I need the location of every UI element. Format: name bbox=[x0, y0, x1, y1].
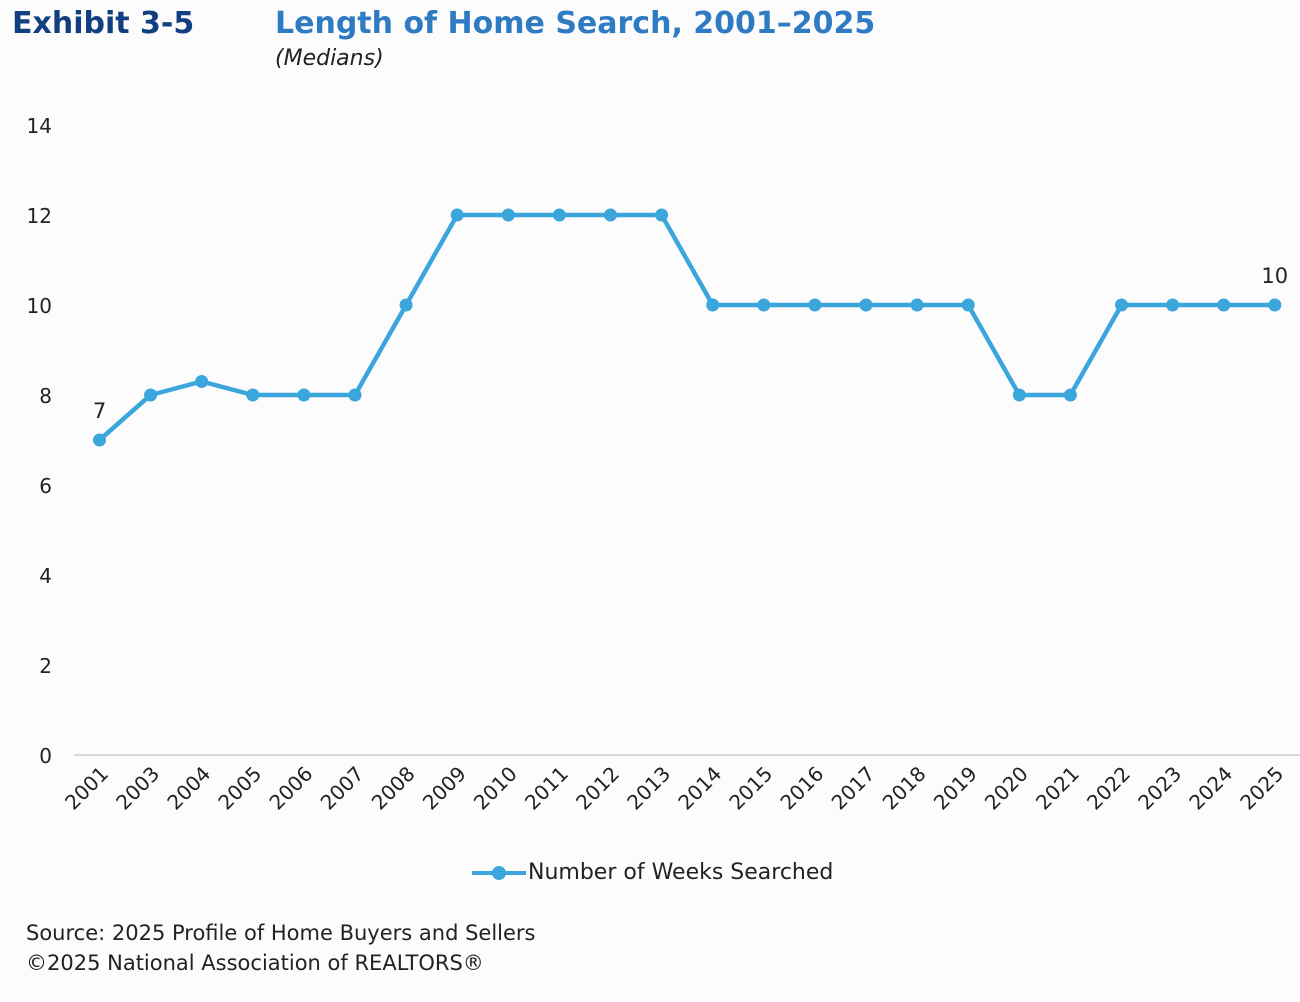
x-tick-label: 2011 bbox=[520, 762, 573, 815]
source-text: Source: 2025 Profile of Home Buyers and … bbox=[26, 921, 536, 945]
y-tick-label: 4 bbox=[39, 564, 52, 588]
data-point bbox=[859, 298, 873, 312]
data-point bbox=[195, 375, 209, 388]
data-point bbox=[246, 388, 260, 402]
x-tick-label: 2015 bbox=[724, 762, 777, 815]
data-point bbox=[450, 208, 464, 222]
data-point bbox=[1166, 298, 1180, 312]
x-tick-label: 2025 bbox=[1235, 762, 1288, 815]
data-point bbox=[93, 433, 106, 447]
x-tick-label: 2003 bbox=[111, 762, 164, 815]
data-point bbox=[1217, 298, 1231, 312]
x-tick-label: 2018 bbox=[878, 762, 931, 815]
chart-subtitle: (Medians) bbox=[275, 46, 384, 71]
x-tick-label: 2022 bbox=[1082, 762, 1135, 815]
data-point bbox=[910, 298, 924, 312]
y-tick-label: 12 bbox=[27, 204, 52, 228]
y-tick-label: 8 bbox=[39, 384, 52, 408]
x-tick-label: 2017 bbox=[827, 762, 880, 815]
x-tick-label: 2004 bbox=[162, 762, 215, 815]
y-tick-label: 10 bbox=[27, 294, 52, 318]
x-tick-label: 2019 bbox=[929, 762, 982, 815]
data-point bbox=[144, 388, 158, 402]
data-point bbox=[1012, 388, 1026, 402]
x-tick-label: 2006 bbox=[264, 762, 317, 815]
data-point bbox=[655, 208, 669, 222]
legend: Number of Weeks Searched bbox=[472, 860, 833, 885]
data-point bbox=[1115, 298, 1128, 312]
data-point bbox=[604, 208, 617, 222]
data-point bbox=[297, 388, 311, 402]
data-point bbox=[348, 388, 362, 402]
x-tick-label: 2013 bbox=[622, 762, 675, 815]
y-tick-label: 0 bbox=[39, 744, 52, 768]
x-tick-label: 2020 bbox=[980, 762, 1033, 815]
x-tick-label: 2001 bbox=[60, 762, 113, 815]
x-tick-label: 2007 bbox=[316, 762, 369, 815]
data-point bbox=[501, 208, 515, 222]
source-note: Source: 2025 Profile of Home Buyers and … bbox=[26, 918, 536, 978]
x-tick-label: 2016 bbox=[775, 762, 828, 815]
data-point bbox=[399, 298, 413, 312]
x-tick-label: 2010 bbox=[469, 762, 522, 815]
x-tick-label: 2024 bbox=[1184, 762, 1237, 815]
data-point bbox=[552, 208, 566, 222]
x-tick-label: 2021 bbox=[1031, 762, 1084, 815]
data-label: 7 bbox=[93, 399, 106, 423]
data-point bbox=[808, 298, 822, 312]
data-label: 10 bbox=[1261, 264, 1288, 288]
copyright-text: ©2025 National Association of REALTORS® bbox=[26, 951, 484, 975]
series-line bbox=[97, 212, 1278, 443]
x-tick-label: 2023 bbox=[1133, 762, 1186, 815]
data-point bbox=[961, 298, 975, 312]
exhibit-number: Exhibit 3-5 bbox=[12, 6, 195, 41]
x-tick-label: 2009 bbox=[418, 762, 471, 815]
chart-title: Length of Home Search, 2001–2025 bbox=[275, 6, 876, 41]
data-point bbox=[1063, 388, 1077, 402]
x-tick-label: 2005 bbox=[213, 762, 266, 815]
data-point bbox=[757, 298, 771, 312]
data-point bbox=[1268, 298, 1282, 312]
y-tick-label: 6 bbox=[39, 474, 52, 498]
x-tick-label: 2008 bbox=[367, 762, 420, 815]
y-tick-label: 2 bbox=[39, 654, 52, 678]
legend-label: Number of Weeks Searched bbox=[528, 860, 834, 885]
data-point bbox=[706, 298, 720, 312]
legend-line-marker-icon bbox=[472, 861, 526, 885]
x-tick-label: 2012 bbox=[571, 762, 624, 815]
y-tick-label: 14 bbox=[27, 114, 52, 138]
x-tick-label: 2014 bbox=[673, 762, 726, 815]
